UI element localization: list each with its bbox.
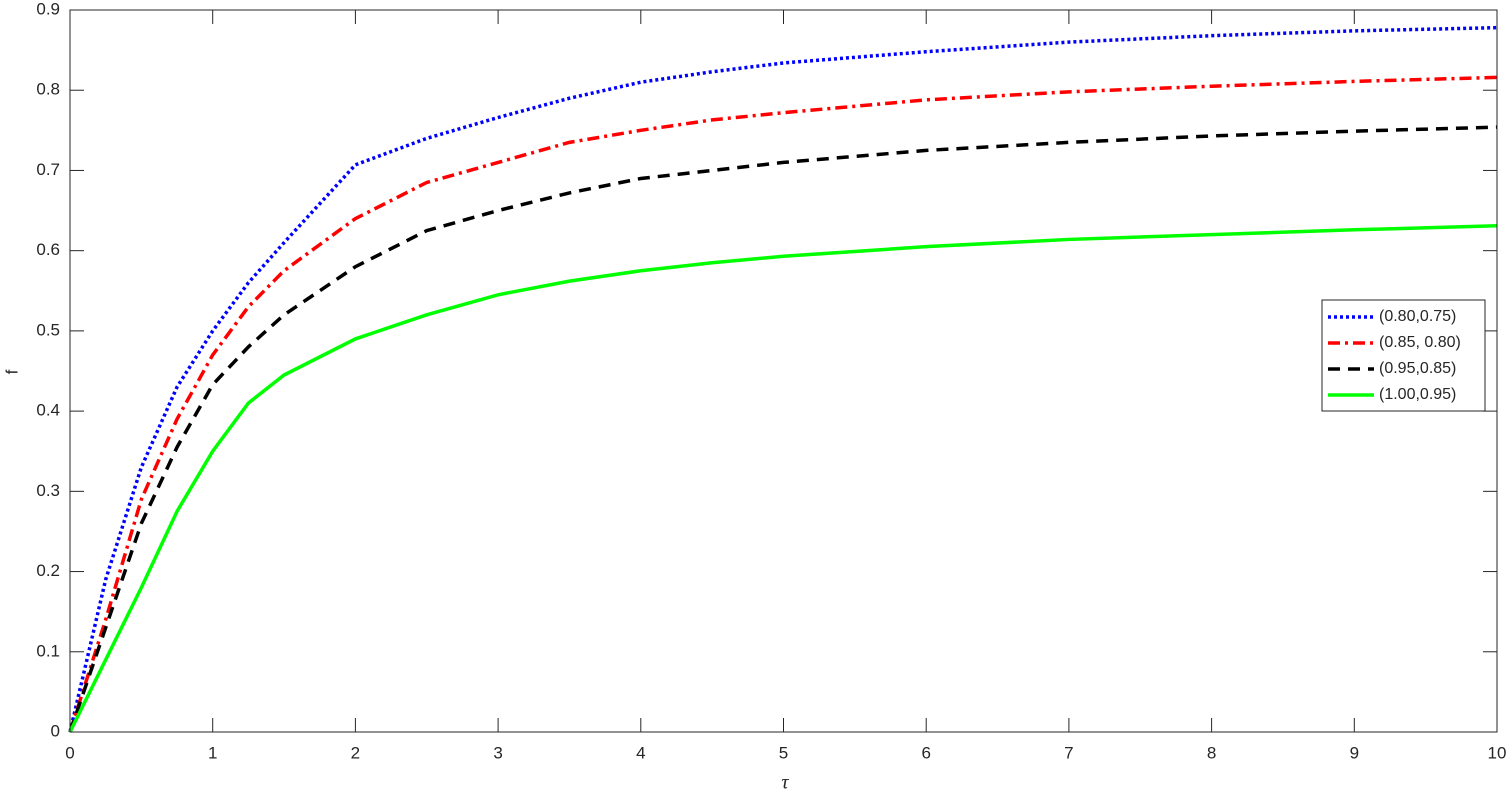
x-tick-label: 5: [779, 743, 788, 762]
x-tick-label: 3: [493, 743, 502, 762]
y-tick-label: 0.1: [36, 641, 60, 660]
series-line: [68, 25, 1498, 733]
x-tick-label: 7: [1064, 743, 1073, 762]
x-tick-label: 2: [351, 743, 360, 762]
x-tick-label: 6: [921, 743, 930, 762]
series-line: [68, 75, 1498, 733]
y-tick-label: 0.8: [36, 80, 60, 99]
x-tick-label: 4: [636, 743, 645, 762]
series-line: [68, 224, 1498, 733]
legend-label: (0.95,0.85): [1379, 360, 1456, 377]
legend-box: [1321, 299, 1486, 412]
plot-frame: [69, 9, 1498, 733]
x-tick-label: 0: [65, 743, 74, 762]
x-tick-label: 8: [1207, 743, 1216, 762]
x-tick-label: 1: [208, 743, 217, 762]
y-axis-label: f: [2, 369, 21, 374]
legend-label: (0.80,0.75): [1379, 308, 1456, 325]
y-tick-label: 0.7: [36, 160, 60, 179]
x-axis-label: τ: [781, 772, 789, 794]
x-tick-label: 9: [1350, 743, 1359, 762]
series-line: [68, 125, 1498, 733]
y-tick-label: 0.3: [36, 481, 60, 500]
y-tick-label: 0.4: [36, 401, 60, 420]
y-tick-label: 0.5: [36, 320, 60, 339]
y-tick-label: 0.2: [36, 561, 60, 580]
y-tick-label: 0.9: [36, 0, 60, 18]
x-tick-label: 10: [1488, 743, 1507, 762]
legend-label: (0.85, 0.80): [1379, 334, 1461, 351]
y-tick-label: 0.6: [36, 240, 60, 259]
legend-label: (1.00,0.95): [1379, 386, 1456, 403]
y-tick-label: 0: [51, 721, 60, 740]
